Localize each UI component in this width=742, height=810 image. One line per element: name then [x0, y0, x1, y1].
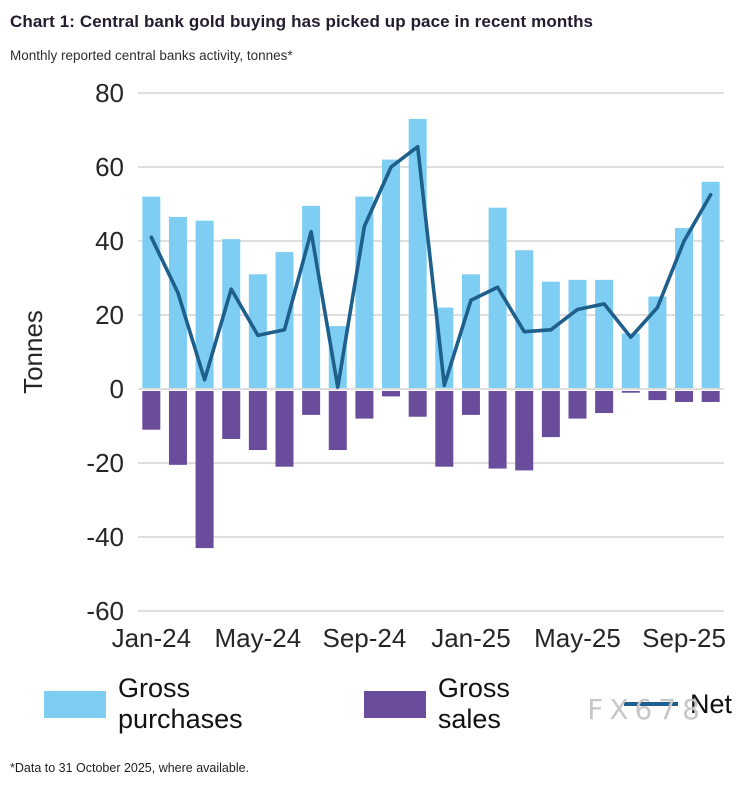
- bar-gross-purchases: [595, 279, 614, 388]
- bar-gross-sales: [168, 391, 187, 465]
- gross-sales-label: Gross sales: [437, 673, 510, 734]
- bar-gross-purchases: [275, 252, 294, 388]
- x-tick-label: May-24: [215, 623, 302, 653]
- bar-gross-sales: [701, 391, 720, 402]
- y-tick-label: 40: [95, 226, 124, 256]
- y-tick-label: -40: [86, 522, 124, 552]
- y-tick-label: 0: [110, 374, 124, 404]
- bar-gross-sales: [621, 391, 640, 393]
- bar-gross-sales: [248, 391, 267, 451]
- net-line-swatch: [623, 701, 678, 707]
- bar-gross-purchases: [248, 274, 267, 388]
- x-tick-label: Sep-25: [642, 623, 726, 653]
- y-tick-label: 20: [95, 300, 124, 330]
- net-label: Net: [689, 688, 732, 719]
- legend-item-net: Net: [623, 688, 732, 720]
- bar-gross-sales: [302, 391, 321, 415]
- bar-gross-purchases: [675, 228, 694, 388]
- bar-gross-purchases: [142, 196, 161, 388]
- gross-sales-swatch: [363, 690, 426, 718]
- y-tick-label: 60: [95, 152, 124, 182]
- bar-gross-sales: [541, 391, 560, 438]
- x-tick-label: Jan-25: [431, 623, 511, 653]
- bar-gross-sales: [488, 391, 507, 469]
- legend-item-gross-purchases: Gross purchases: [44, 673, 316, 735]
- bar-gross-purchases: [568, 279, 587, 388]
- bar-gross-sales: [328, 391, 347, 451]
- chart-legend: Gross purchases Gross sales Net FX678: [10, 673, 732, 735]
- bar-gross-purchases: [701, 181, 720, 388]
- bar-gross-purchases: [488, 207, 507, 388]
- bar-gross-sales: [222, 391, 241, 439]
- x-tick-label: Jan-24: [112, 623, 192, 653]
- x-tick-label: May-25: [534, 623, 621, 653]
- x-tick-label: Sep-24: [322, 623, 406, 653]
- bar-gross-sales: [648, 391, 667, 401]
- bar-gross-purchases: [648, 296, 667, 388]
- bar-gross-sales: [408, 391, 427, 417]
- bar-gross-purchases: [382, 159, 401, 388]
- bar-gross-sales: [142, 391, 161, 430]
- bar-gross-purchases: [515, 250, 534, 388]
- bar-gross-sales: [515, 391, 534, 471]
- y-axis-label: Tonnes: [18, 310, 48, 394]
- bar-gross-purchases: [461, 274, 480, 388]
- y-tick-label: 80: [95, 78, 124, 108]
- bar-gross-purchases: [621, 333, 640, 388]
- bar-gross-purchases: [195, 220, 214, 388]
- chart-page: Chart 1: Central bank gold buying has pi…: [10, 12, 732, 775]
- bar-gross-sales: [275, 391, 294, 467]
- bar-gross-purchases: [328, 326, 347, 388]
- footnote: *Data to 31 October 2025, where availabl…: [10, 761, 250, 775]
- bar-gross-sales: [461, 391, 480, 415]
- chart-subtitle: Monthly reported central banks activity,…: [10, 48, 293, 63]
- gross-purchases-label: Gross purchases: [118, 673, 243, 734]
- chart-title: Chart 1: Central bank gold buying has pi…: [10, 12, 594, 31]
- y-tick-label: -20: [86, 448, 124, 478]
- bar-gross-sales: [675, 391, 694, 402]
- bar-gross-sales: [355, 391, 374, 419]
- bar-gross-sales: [595, 391, 614, 414]
- y-tick-label: -60: [86, 596, 124, 626]
- net-line: [149, 144, 713, 389]
- bar-gross-sales: [435, 391, 454, 467]
- bar-gross-purchases: [541, 281, 560, 388]
- bar-gross-sales: [382, 391, 401, 397]
- legend-item-gross-sales: Gross sales: [363, 673, 576, 735]
- watermark: FX678: [587, 693, 706, 726]
- bar-gross-purchases: [168, 216, 187, 388]
- bar-gross-sales: [568, 391, 587, 419]
- bar-gross-sales: [195, 391, 214, 549]
- bar-gross-purchases: [222, 239, 241, 388]
- gross-purchases-swatch: [44, 690, 107, 718]
